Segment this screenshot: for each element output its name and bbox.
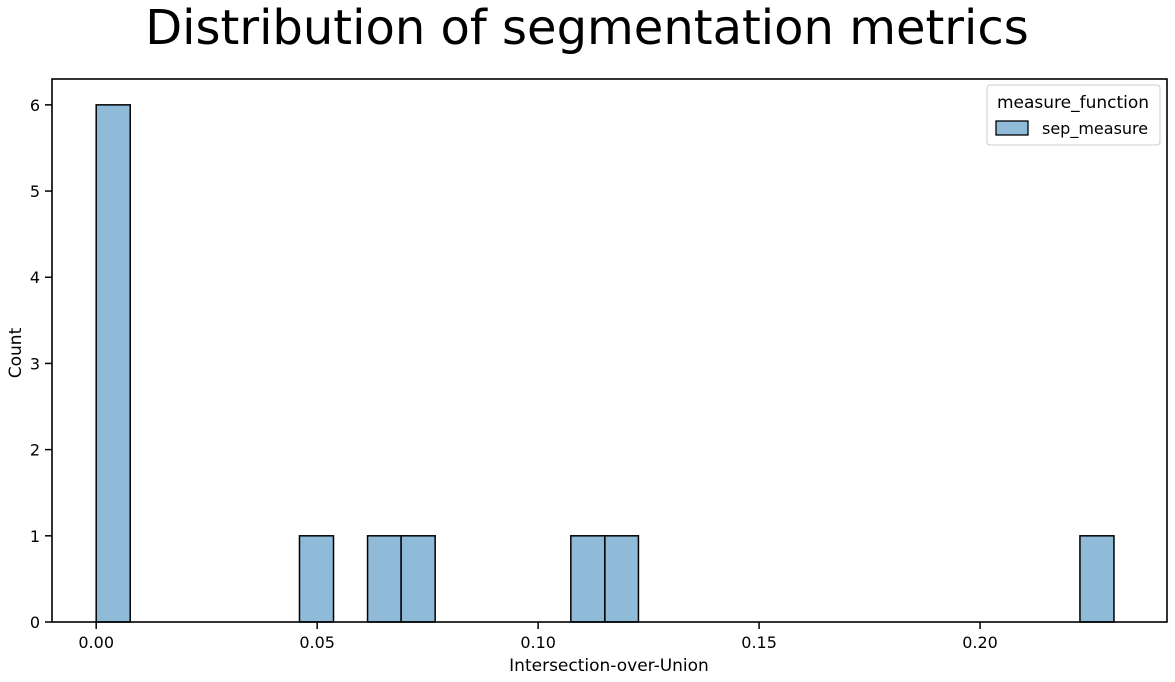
histogram-bar-2 <box>366 535 402 623</box>
bars-group <box>95 104 1115 623</box>
x-tick-label-1: 0.05 <box>299 633 335 652</box>
plot-frame <box>51 78 1168 623</box>
y-tick-label-2: 2 <box>30 441 40 460</box>
legend-title: measure_function <box>997 93 1149 113</box>
legend-frame <box>986 84 1161 146</box>
y-ticks-group: 0 1 2 3 4 5 6 <box>30 96 52 632</box>
legend-label-sep-measure: sep_measure <box>1042 119 1148 139</box>
legend: measure_function sep_measure <box>986 84 1161 146</box>
histogram-bar-5 <box>604 535 640 623</box>
y-tick-label-0: 0 <box>30 613 40 632</box>
y-tick-label-4: 4 <box>30 268 40 287</box>
y-tick-label-1: 1 <box>30 527 40 546</box>
histogram-bar-4 <box>570 535 606 623</box>
x-tick-label-0: 0.00 <box>78 633 114 652</box>
x-tick-label-4: 0.20 <box>962 633 998 652</box>
x-tick-label-2: 0.10 <box>520 633 556 652</box>
histogram-bar-0 <box>95 104 131 623</box>
y-tick-label-3: 3 <box>30 354 40 373</box>
x-axis-label: Intersection-over-Union <box>509 656 709 676</box>
histogram-bar-1 <box>298 535 335 623</box>
x-tick-label-3: 0.15 <box>741 633 777 652</box>
histogram-bar-3 <box>400 535 436 623</box>
y-axis-label: Count <box>6 327 26 378</box>
y-tick-label-5: 5 <box>30 182 40 201</box>
y-tick-label-6: 6 <box>30 96 40 115</box>
x-ticks-group: 0.00 0.05 0.10 0.15 0.20 <box>78 622 998 652</box>
chart-title: Distribution of segmentation metrics <box>145 0 1029 56</box>
legend-swatch-sep-measure <box>995 120 1029 136</box>
histogram-bar-6 <box>1079 535 1115 623</box>
